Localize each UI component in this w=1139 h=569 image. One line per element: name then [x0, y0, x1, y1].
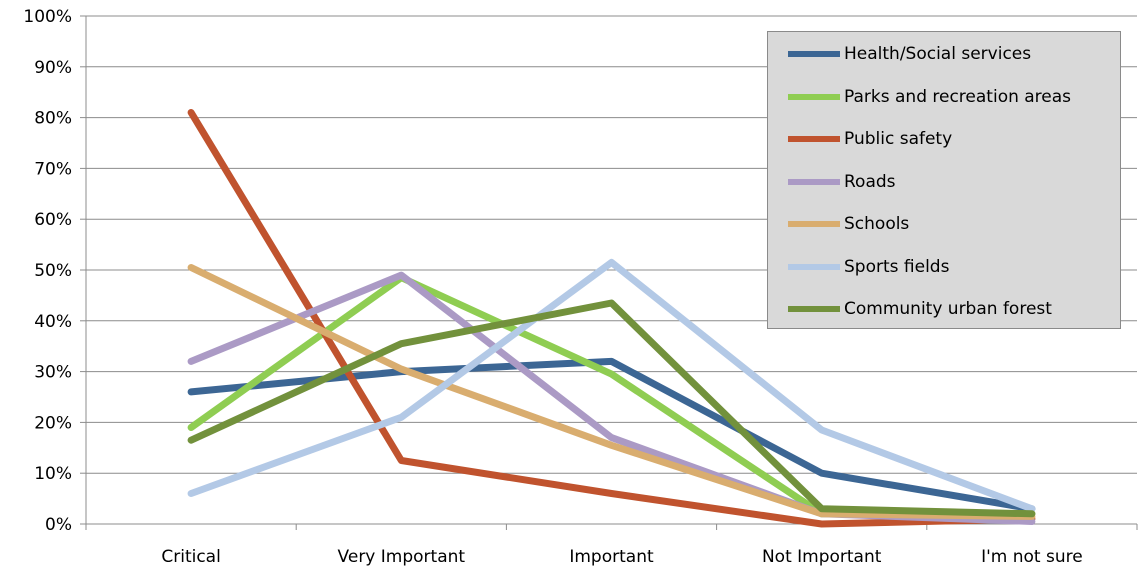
x-tick-label: I'm not sure	[981, 547, 1083, 567]
y-tick-label: 20%	[34, 413, 72, 433]
y-axis-tick-labels: 0% 10% 20% 30% 40% 50% 60% 70% 80% 90% 100%	[23, 7, 72, 535]
x-tick-label: Important	[569, 547, 654, 567]
legend-label: Roads	[844, 171, 896, 192]
y-tick-label: 90%	[34, 58, 72, 78]
series-lines	[187, 109, 1036, 528]
legend-label: Community urban forest	[844, 299, 1052, 319]
legend-item: Roads	[788, 170, 896, 194]
legend-swatch	[788, 221, 840, 227]
legend-label: Parks and recreation areas	[844, 86, 1072, 107]
x-tick-label: Not Important	[762, 547, 882, 567]
x-tick-label: Critical	[161, 547, 220, 567]
legend-item: Schools	[788, 212, 909, 236]
y-tick-label: 30%	[34, 363, 72, 383]
x-tick-label: Very Important	[338, 547, 466, 567]
y-tick-label: 80%	[34, 109, 72, 129]
legend-label: Sports fields	[844, 256, 950, 277]
series-line-public-safety	[187, 109, 1036, 528]
legend-label: Schools	[844, 214, 910, 234]
legend-item: Parks and recreation areas	[788, 85, 1071, 109]
legend-item: Public safety	[788, 127, 952, 151]
legend-swatch	[788, 51, 840, 57]
legend-label: Public safety	[844, 129, 953, 149]
y-tick-label: 60%	[34, 210, 72, 230]
y-tick-label: 100%	[23, 7, 72, 27]
x-axis-tick-labels: Critical Very Important Important Not Impor…	[161, 547, 1082, 567]
series-line-sports-fields	[187, 258, 1036, 513]
legend-swatch	[788, 306, 840, 312]
y-tick-label: 50%	[34, 261, 72, 281]
series-line-schools	[187, 264, 1036, 520]
legend-item: Community urban forest	[788, 297, 1052, 321]
legend-item: Health/Social services	[788, 42, 1031, 66]
legend-swatch	[788, 93, 840, 100]
series-line-community-urban-forest	[187, 299, 1036, 518]
legend-label: Health/Social services	[844, 44, 1032, 64]
legend-swatch	[788, 178, 840, 185]
y-tick-label: 10%	[34, 464, 72, 484]
legend-swatch	[788, 136, 840, 142]
y-tick-label: 70%	[34, 159, 72, 179]
legend-swatch	[788, 263, 840, 270]
y-tick-label: 40%	[34, 312, 72, 332]
chart-legend: Health/Social services Parks and recreati…	[767, 31, 1121, 329]
y-tick-label: 0%	[45, 515, 72, 535]
legend-item: Sports fields	[788, 255, 949, 279]
